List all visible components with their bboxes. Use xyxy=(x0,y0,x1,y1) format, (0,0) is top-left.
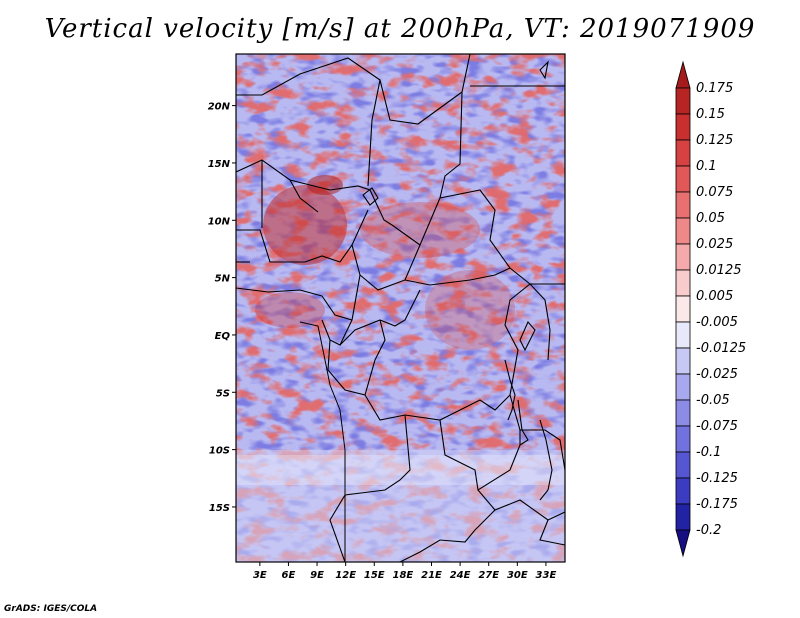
colorbar-label: 0.075 xyxy=(696,185,733,200)
colorbar-label: 0.0125 xyxy=(696,263,742,278)
colorbar-label: -0.1 xyxy=(696,445,721,460)
lon-tick-label: 30E xyxy=(507,570,528,581)
lon-tick-label: 9E xyxy=(310,570,324,581)
colorbar: 0.175 0.15 0.125 0.1 0.075 0.05 0.025 0.0125 0.0… xyxy=(675,60,746,558)
colorbar-swatch xyxy=(675,113,691,141)
colorbar-label: -0.2 xyxy=(696,523,721,538)
colorbar-swatch xyxy=(675,373,691,401)
colorbar-bottom-triangle xyxy=(675,529,691,558)
colorbar-top-triangle xyxy=(675,60,691,89)
colorbar-swatch xyxy=(675,425,691,453)
colorbar-label: 0.05 xyxy=(696,211,725,226)
colorbar-swatch xyxy=(675,321,691,349)
colorbar-swatch xyxy=(675,217,691,245)
map-title: Vertical velocity [m/s] at 200hPa, VT: 2… xyxy=(44,14,756,44)
lon-tick-label: 6E xyxy=(282,570,296,581)
latitude-axis: 20N 15N 10N 5N EQ 5S 10S 15S xyxy=(208,102,236,514)
colorbar-label: -0.0125 xyxy=(696,341,746,356)
lat-tick-label: 15S xyxy=(209,503,230,514)
lat-tick-label: EQ xyxy=(215,331,231,342)
lon-tick-label: 15E xyxy=(364,570,385,581)
colorbar-label: -0.075 xyxy=(696,419,738,434)
lon-tick-label: 18E xyxy=(393,570,414,581)
colorbar-label: -0.005 xyxy=(696,315,738,330)
colorbar-label: 0.125 xyxy=(696,133,733,148)
lat-tick-label: 5S xyxy=(216,388,230,399)
lon-tick-label: 3E xyxy=(253,570,267,581)
lat-tick-label: 10N xyxy=(208,216,231,227)
lon-tick-label: 21E xyxy=(421,570,442,581)
colorbar-label: 0.15 xyxy=(696,107,725,122)
velocity-field xyxy=(236,54,565,562)
grads-credit: GrADS: IGES/COLA xyxy=(4,604,98,614)
colorbar-swatch xyxy=(675,399,691,427)
colorbar-swatch xyxy=(675,503,691,531)
longitude-axis: 3E 6E 9E 12E 15E 18E 21E 24E 27E 30E 33E xyxy=(253,562,557,581)
colorbar-label: 0.005 xyxy=(696,289,733,304)
colorbar-label: 0.175 xyxy=(696,81,733,96)
country-borders xyxy=(236,54,565,562)
colorbar-swatch xyxy=(675,347,691,375)
lon-tick-label: 12E xyxy=(335,570,356,581)
colorbar-swatch xyxy=(675,269,691,297)
lat-tick-label: 15N xyxy=(208,159,231,170)
colorbar-swatch xyxy=(675,191,691,219)
colorbar-label: -0.125 xyxy=(696,471,738,486)
colorbar-swatch xyxy=(675,451,691,479)
lat-tick-label: 20N xyxy=(208,102,231,113)
lon-tick-label: 33E xyxy=(536,570,557,581)
colorbar-swatch xyxy=(675,477,691,505)
colorbar-swatch xyxy=(675,243,691,271)
colorbar-label: -0.05 xyxy=(696,393,730,408)
colorbar-label: -0.175 xyxy=(696,497,738,512)
lat-tick-label: 10S xyxy=(209,446,230,457)
lon-tick-label: 24E xyxy=(450,570,471,581)
colorbar-label: 0.1 xyxy=(696,159,717,174)
colorbar-swatch xyxy=(675,295,691,323)
colorbar-swatch xyxy=(675,139,691,167)
colorbar-label: 0.025 xyxy=(696,237,733,252)
colorbar-swatch xyxy=(675,87,691,115)
lon-tick-label: 27E xyxy=(478,570,499,581)
colorbar-swatch xyxy=(675,165,691,193)
lat-tick-label: 5N xyxy=(215,274,231,285)
map-frame xyxy=(235,53,566,563)
colorbar-label: -0.025 xyxy=(696,367,738,382)
